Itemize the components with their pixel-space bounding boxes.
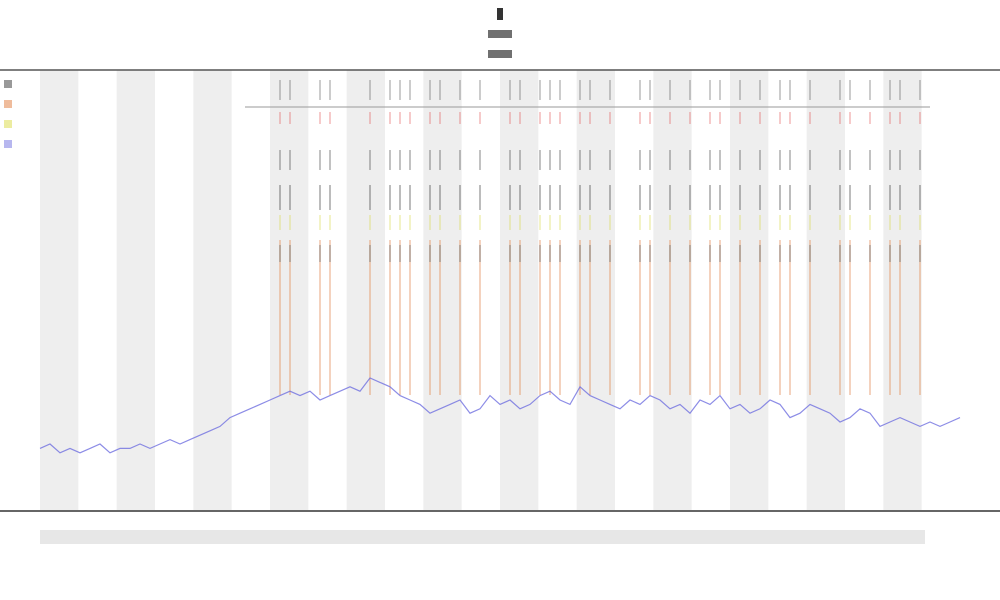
subtitle-mark [488, 30, 512, 38]
legend [4, 80, 12, 148]
subtitle-mark [488, 50, 512, 58]
band [270, 70, 309, 510]
background-bands [40, 70, 922, 510]
band [806, 70, 845, 510]
legend-swatch [4, 120, 12, 128]
band [576, 70, 615, 510]
series-line [39, 377, 961, 454]
band [116, 70, 155, 510]
title-mark [497, 8, 503, 20]
band [653, 70, 692, 510]
band [346, 70, 385, 510]
band [40, 70, 79, 510]
band [193, 70, 232, 510]
band [883, 70, 922, 510]
title-block [488, 8, 512, 58]
band [730, 70, 769, 510]
legend-swatch [4, 80, 12, 88]
x-tick-label-block [40, 530, 925, 544]
band [500, 70, 539, 510]
legend-swatch [4, 140, 12, 148]
legend-swatch [4, 100, 12, 108]
band [423, 70, 462, 510]
plot-area [39, 80, 961, 454]
